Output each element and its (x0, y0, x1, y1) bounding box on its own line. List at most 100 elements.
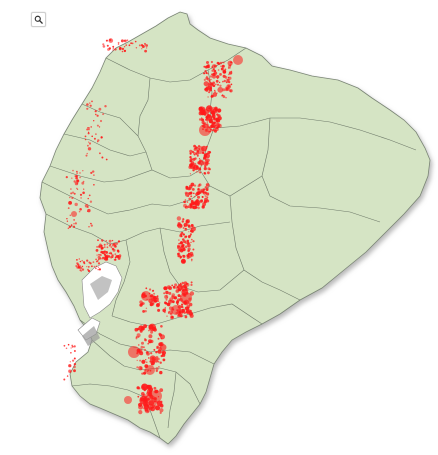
point-marker (196, 171, 198, 173)
point-marker (105, 251, 108, 254)
point-marker (108, 47, 112, 50)
point-marker (203, 167, 207, 171)
point-marker (88, 141, 90, 143)
point-marker (108, 252, 111, 255)
point-marker (111, 239, 114, 242)
point-marker (138, 344, 140, 346)
point-marker (70, 224, 73, 227)
point-marker (123, 39, 126, 42)
point-marker (73, 219, 75, 221)
point-marker (102, 45, 106, 48)
point-marker (192, 240, 195, 243)
point-marker (183, 200, 186, 204)
point-marker (186, 308, 189, 311)
point-marker (134, 40, 137, 43)
point-marker (65, 176, 68, 179)
point-marker (189, 158, 193, 162)
point-marker (183, 311, 186, 314)
point-marker (200, 188, 204, 192)
point-marker (88, 194, 91, 197)
point-marker (71, 191, 75, 194)
point-marker (184, 191, 188, 195)
point-marker (182, 254, 185, 257)
point-marker (81, 181, 85, 185)
point-marker (182, 233, 185, 236)
point-marker (78, 210, 81, 213)
point-marker (153, 292, 156, 295)
point-marker (147, 384, 153, 390)
point-marker (101, 250, 105, 255)
point-marker (100, 247, 104, 250)
point-marker (138, 44, 141, 47)
point-marker (201, 121, 205, 124)
point-marker (80, 197, 82, 199)
point-marker (166, 315, 168, 317)
point-marker (203, 65, 206, 68)
point-marker (187, 205, 190, 208)
point-marker (144, 348, 146, 351)
point-marker (165, 290, 169, 295)
point-marker (193, 184, 197, 187)
point-marker (157, 357, 160, 361)
point-marker (216, 75, 220, 79)
point-marker (115, 255, 118, 258)
point-marker (136, 366, 139, 369)
point-marker (90, 224, 93, 227)
point-marker (67, 227, 70, 230)
point-marker (96, 114, 99, 117)
point-marker (205, 183, 210, 187)
point-marker (219, 73, 222, 76)
point-marker (84, 204, 89, 208)
point-marker (96, 254, 98, 256)
point-marker (69, 214, 72, 217)
point-marker (73, 365, 76, 369)
point-marker (104, 105, 107, 108)
point-marker (93, 265, 96, 268)
point-marker (144, 338, 146, 340)
point-marker (95, 267, 97, 270)
point-marker (192, 168, 196, 172)
point-marker (95, 265, 98, 267)
point-marker (68, 364, 72, 368)
point-marker (69, 196, 71, 199)
point-marker (205, 115, 209, 119)
point-marker (155, 369, 158, 373)
point-marker (227, 67, 230, 69)
point-marker (145, 47, 148, 49)
point-marker (176, 303, 179, 306)
point-marker (70, 192, 73, 195)
point-marker (86, 103, 89, 106)
point-marker (198, 118, 202, 121)
point-marker (198, 184, 200, 186)
point-marker (111, 254, 114, 257)
point-marker (76, 262, 79, 265)
point-marker (186, 256, 190, 259)
point-marker (212, 125, 216, 128)
point-marker (233, 55, 243, 65)
point-marker (163, 292, 166, 295)
zoom-button[interactable] (31, 12, 46, 27)
point-marker (68, 201, 72, 205)
point-marker (160, 354, 163, 358)
point-marker (76, 188, 79, 190)
point-marker (95, 113, 97, 116)
point-marker (141, 48, 143, 50)
point-marker (180, 305, 184, 308)
point-marker (197, 161, 201, 165)
point-marker (73, 357, 76, 360)
point-marker (68, 369, 72, 373)
point-marker (211, 65, 213, 68)
point-marker (222, 80, 224, 83)
point-marker (98, 253, 100, 256)
point-marker (181, 243, 185, 247)
point-marker (201, 196, 204, 198)
point-marker (221, 64, 225, 68)
point-marker (220, 65, 223, 68)
point-marker (177, 284, 183, 291)
point-marker (105, 258, 109, 261)
point-marker (171, 300, 175, 304)
point-marker (121, 50, 124, 53)
point-marker (191, 260, 193, 262)
